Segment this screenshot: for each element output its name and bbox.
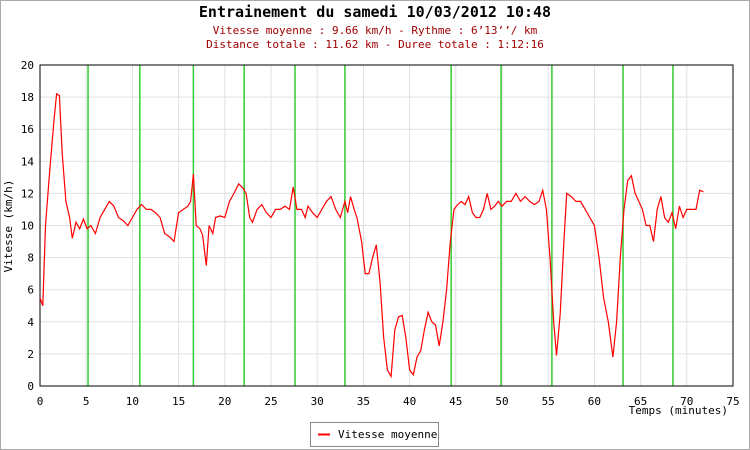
y-tick-label: 8 bbox=[27, 252, 34, 265]
x-tick-label: 10 bbox=[126, 395, 139, 408]
chart-subtitle: Vitesse moyenne : 9.66 km/h - Rythme : 6… bbox=[213, 24, 538, 37]
y-tick-label: 10 bbox=[21, 220, 34, 233]
y-axis-label: Vitesse (km/h) bbox=[2, 180, 15, 273]
x-tick-label: 35 bbox=[357, 395, 370, 408]
y-tick-label: 16 bbox=[21, 123, 34, 136]
x-tick-label: 65 bbox=[634, 395, 647, 408]
x-tick-label: 30 bbox=[311, 395, 324, 408]
legend-label: Vitesse moyenne bbox=[338, 428, 437, 441]
x-tick-label: 60 bbox=[588, 395, 601, 408]
x-axis-label: Temps (minutes) bbox=[629, 404, 728, 417]
y-tick-label: 0 bbox=[27, 380, 34, 393]
x-tick-label: 5 bbox=[83, 395, 90, 408]
y-tick-label: 4 bbox=[27, 316, 34, 329]
chart-subtitle: Distance totale : 11.62 km - Duree total… bbox=[206, 38, 544, 51]
x-tick-label: 75 bbox=[726, 395, 739, 408]
x-tick-label: 50 bbox=[495, 395, 508, 408]
y-tick-label: 20 bbox=[21, 59, 34, 72]
y-tick-label: 18 bbox=[21, 91, 34, 104]
x-tick-label: 0 bbox=[37, 395, 44, 408]
legend bbox=[310, 422, 439, 447]
y-tick-label: 2 bbox=[27, 348, 34, 361]
x-tick-label: 25 bbox=[264, 395, 277, 408]
x-tick-label: 55 bbox=[542, 395, 555, 408]
plot-border bbox=[39, 64, 734, 387]
x-tick-label: 15 bbox=[172, 395, 185, 408]
y-tick-label: 6 bbox=[27, 284, 34, 297]
x-tick-label: 20 bbox=[218, 395, 231, 408]
series-line bbox=[39, 92, 704, 379]
chart-title: Entrainement du samedi 10/03/2012 10:48 bbox=[199, 3, 551, 21]
x-tick-label: 40 bbox=[403, 395, 416, 408]
x-tick-label: 45 bbox=[449, 395, 462, 408]
y-tick-label: 12 bbox=[21, 187, 34, 200]
x-tick-label: 70 bbox=[680, 395, 693, 408]
y-tick-label: 14 bbox=[21, 155, 35, 168]
